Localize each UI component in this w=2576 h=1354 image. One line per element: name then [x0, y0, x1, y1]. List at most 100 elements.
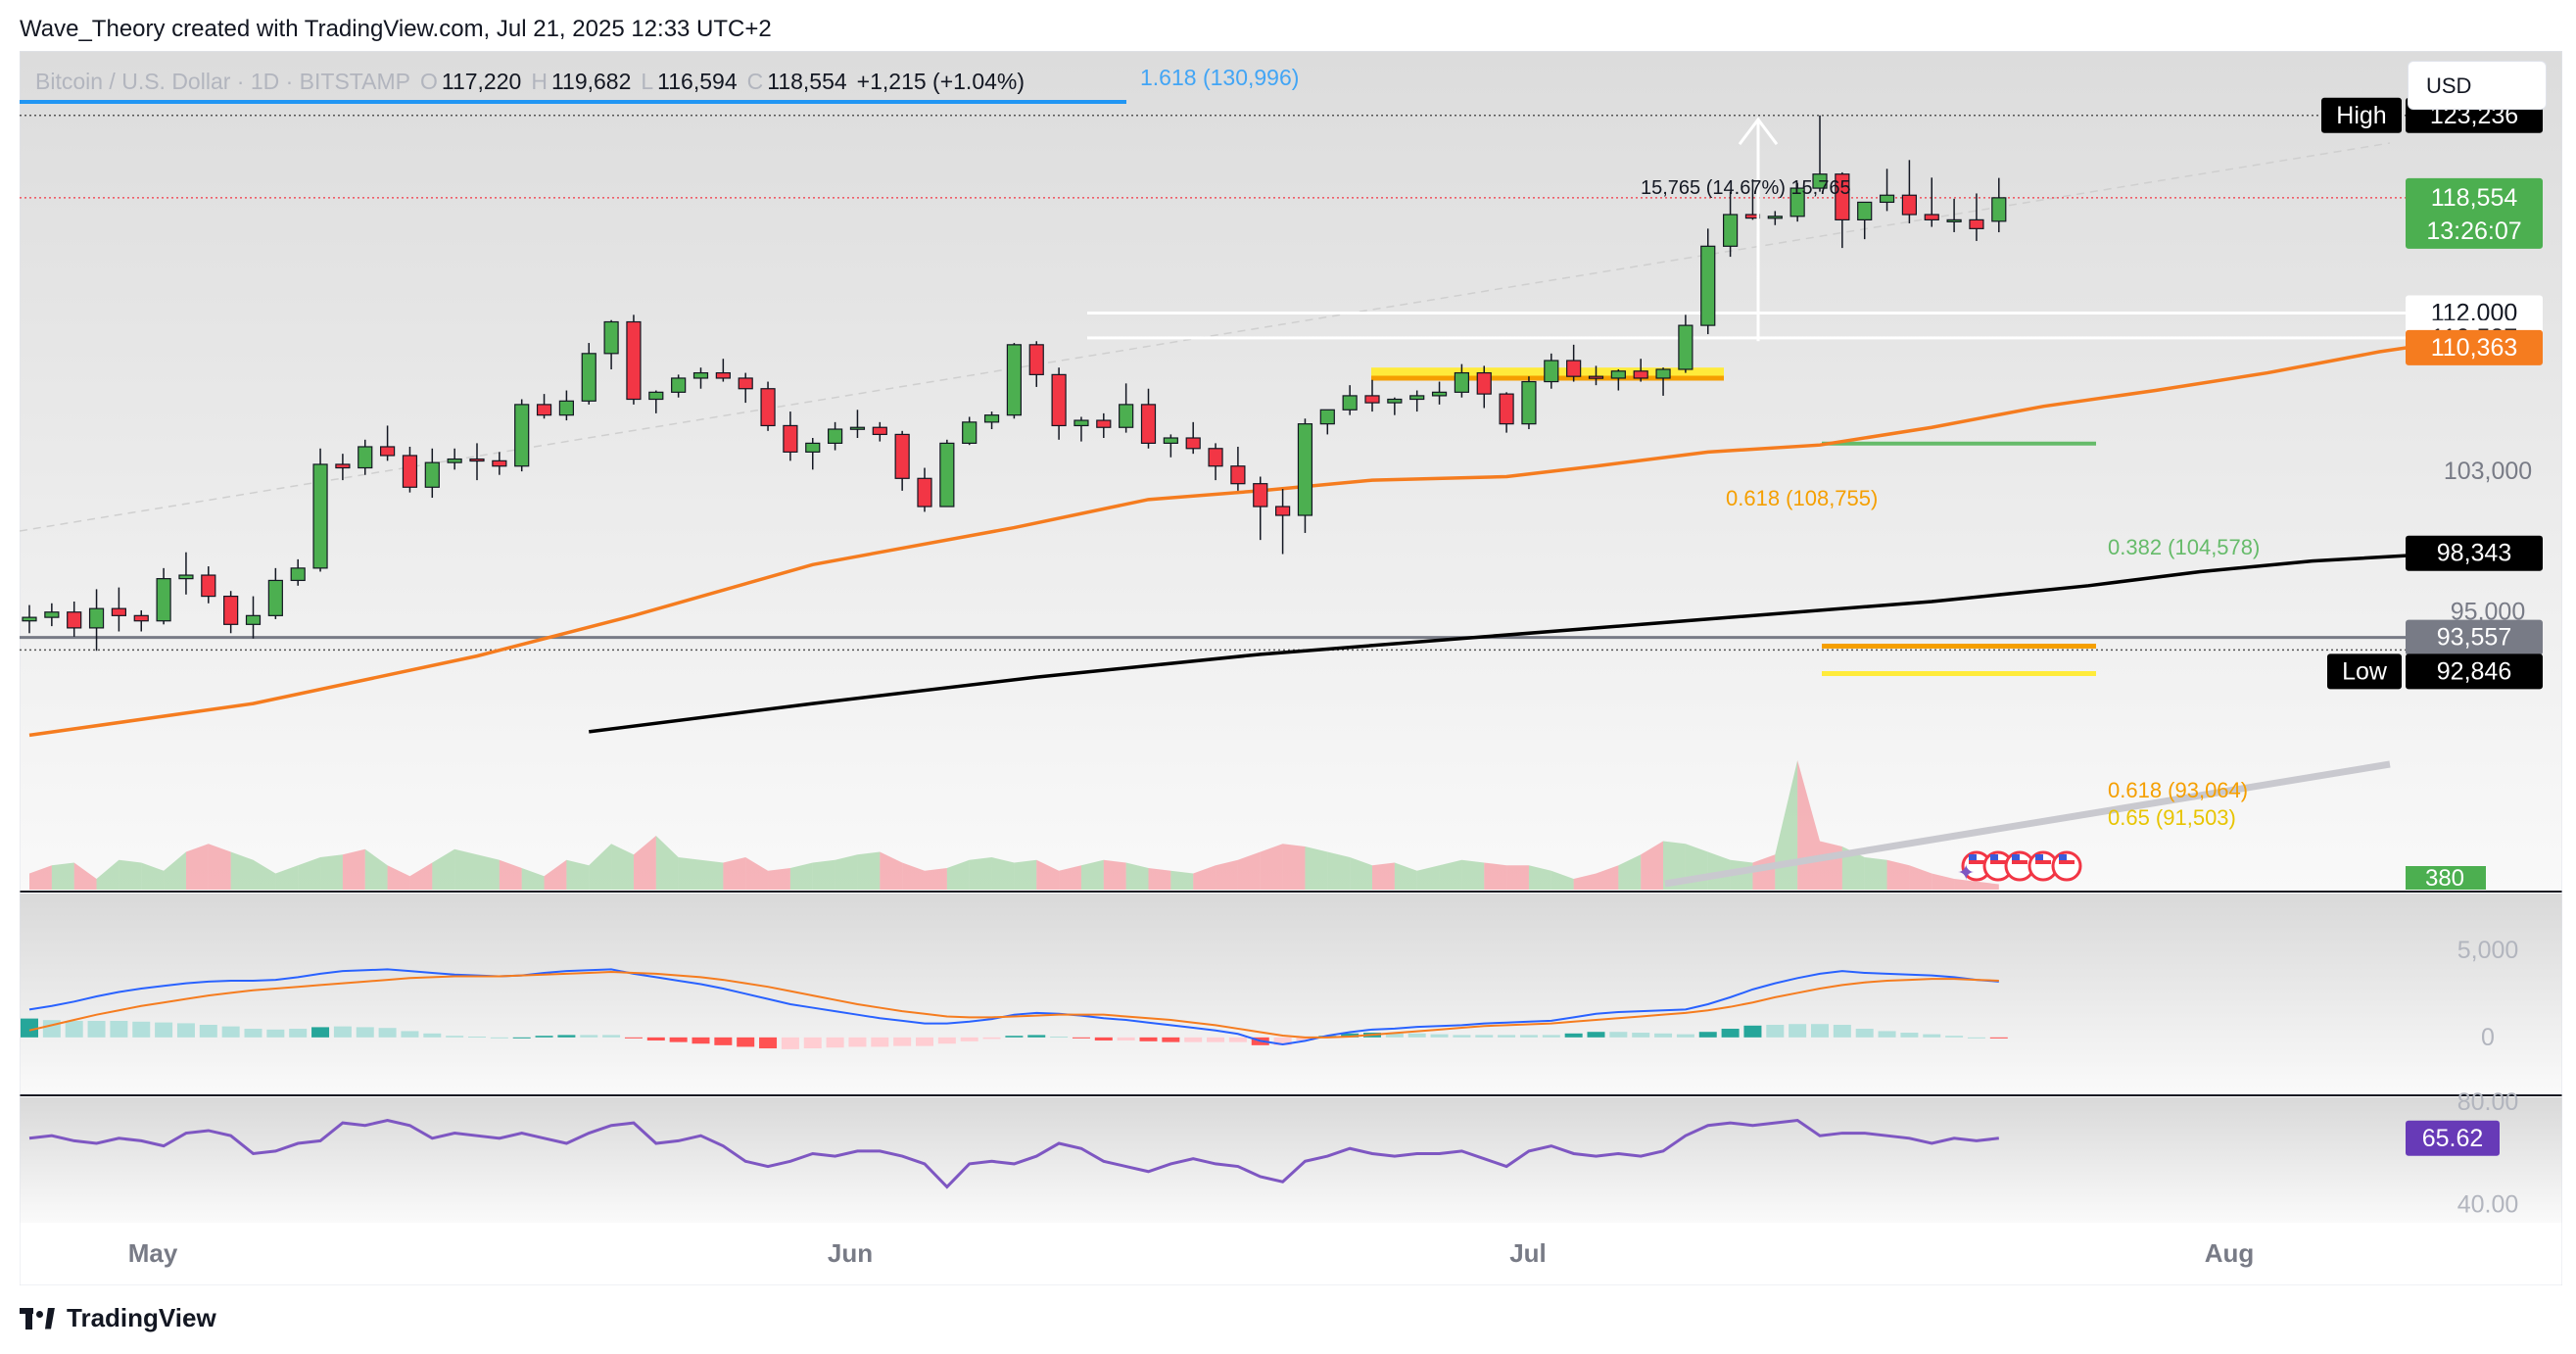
- candle-body: [312, 463, 328, 569]
- candle-body: [469, 458, 485, 462]
- volume-area: [880, 851, 903, 890]
- volume-area: [208, 844, 231, 890]
- candle-body: [1208, 448, 1223, 467]
- candle-body: [1812, 173, 1828, 189]
- macd-histogram-bar: [535, 1036, 553, 1038]
- macd-histogram-bar: [1027, 1035, 1046, 1038]
- rsi-axis-label: 40.00: [2457, 1191, 2519, 1219]
- macd-histogram-bar: [1050, 1037, 1069, 1039]
- us-flag-stripe: [2059, 860, 2075, 864]
- macd-histogram-bar: [1587, 1032, 1605, 1038]
- macd-histogram-bar: [848, 1037, 867, 1047]
- x-axis-label: Aug: [2205, 1238, 2255, 1268]
- macd-histogram-bar: [714, 1037, 733, 1045]
- chart-svg[interactable]: 15,765 (14.67%) 15,765 0.618 (108,755) 0.3…: [19, 50, 2563, 1286]
- macd-line: [28, 968, 1999, 1045]
- macd-histogram-bar: [646, 1037, 665, 1041]
- candle-body: [939, 442, 955, 508]
- macd-histogram-bar: [87, 1021, 106, 1038]
- macd-histogram-bar: [826, 1037, 844, 1048]
- chart-panes: [19, 50, 2563, 1286]
- rsi-value-tag: 65.62: [2422, 1125, 2484, 1152]
- tradingview-logo[interactable]: TradingView: [20, 1303, 216, 1333]
- volume-area: [51, 862, 74, 890]
- price-axis-label: 103,000: [2444, 458, 2532, 485]
- chart-frame[interactable]: 15,765 (14.67%) 15,765 0.618 (108,755) 0.3…: [19, 50, 2563, 1286]
- volume-area: [96, 859, 119, 890]
- candle-body: [558, 400, 575, 416]
- candle-body: [648, 391, 664, 401]
- macd-histogram-bar: [1811, 1024, 1829, 1038]
- x-axis-label: Jun: [828, 1238, 873, 1268]
- macd-histogram-bar: [1900, 1033, 1919, 1038]
- us-flag-canton: [1969, 854, 1977, 860]
- macd-histogram-bar: [803, 1037, 822, 1049]
- candle-body: [805, 442, 821, 453]
- candle-body: [156, 578, 171, 622]
- macd-histogram-bar: [669, 1037, 688, 1042]
- macd-histogram-bar: [1162, 1037, 1180, 1042]
- candle-body: [1767, 216, 1783, 219]
- volume-area: [1596, 865, 1619, 890]
- candle-body: [1588, 375, 1604, 379]
- volume-area: [611, 844, 634, 890]
- macd-histogram-bar: [1609, 1032, 1628, 1038]
- macd-pane: 5,000 0: [21, 937, 2518, 1051]
- high-label: H: [531, 69, 548, 94]
- volume-area: [477, 854, 500, 890]
- volume-area: [1641, 841, 1664, 890]
- volume-area: [73, 862, 97, 890]
- macd-histogram-bar: [893, 1037, 912, 1046]
- volume-area: [1864, 857, 1887, 890]
- volume-area: [678, 857, 701, 890]
- candle-body: [1342, 395, 1358, 411]
- ema200-tag-bg: [2406, 535, 2543, 571]
- currency-button[interactable]: USD: [2408, 61, 2547, 110]
- symbol-name[interactable]: Bitcoin / U.S. Dollar · 1D · BITSTAMP: [35, 69, 410, 94]
- candle-body: [223, 595, 239, 625]
- level-93557-tag-bg: [2406, 619, 2543, 655]
- candle-body: [1163, 437, 1178, 444]
- macd-histogram-bar: [1453, 1035, 1471, 1038]
- macd-histogram-bar: [871, 1037, 889, 1047]
- rsi-line: [28, 1118, 1999, 1189]
- volume-area: [655, 836, 679, 890]
- candle-body: [1274, 506, 1291, 516]
- macd-histogram-bar: [1407, 1033, 1426, 1038]
- candle-body: [536, 404, 552, 416]
- candle-body: [715, 371, 731, 379]
- macd-histogram-bar: [759, 1037, 778, 1049]
- macd-histogram-bar: [1273, 1037, 1292, 1045]
- volume-area: [946, 859, 970, 890]
- macd-histogram-bar: [42, 1020, 61, 1038]
- volume-area: [1820, 841, 1842, 890]
- candle-body: [1879, 194, 1895, 204]
- volume-area: [230, 851, 254, 890]
- volume-area: [835, 854, 858, 890]
- low-price-tag: 92,846: [2437, 657, 2511, 685]
- volume-area: [991, 857, 1015, 890]
- volume-tag: 380: [2425, 865, 2464, 892]
- price-tags: 103,00095,000123,236High118,55413:26:071…: [2321, 97, 2543, 892]
- volume-area: [1103, 859, 1126, 890]
- last-price-tag: 118,554: [2431, 184, 2518, 212]
- candle-body: [1454, 371, 1470, 393]
- volume-area: [29, 865, 52, 890]
- macd-histogram-bar: [624, 1037, 643, 1039]
- signal-line: [28, 971, 1999, 1039]
- macd-histogram-bar: [1005, 1036, 1024, 1038]
- macd-histogram-bar: [21, 1018, 38, 1038]
- volume-area: [812, 859, 835, 890]
- volume-area: [1841, 846, 1865, 890]
- macd-histogram-bar: [1296, 1037, 1314, 1041]
- macd-histogram-bar: [1632, 1033, 1650, 1038]
- macd-histogram-bar: [221, 1026, 240, 1038]
- candle-body: [492, 459, 507, 467]
- macd-histogram-bar: [1945, 1036, 1964, 1038]
- candle-body: [358, 446, 373, 469]
- fib-0382-label: 0.382 (104,578): [2108, 535, 2260, 559]
- volume-area: [253, 859, 276, 890]
- volume-area: [364, 848, 388, 890]
- volume-area: [521, 868, 545, 890]
- candle-body: [1006, 344, 1023, 416]
